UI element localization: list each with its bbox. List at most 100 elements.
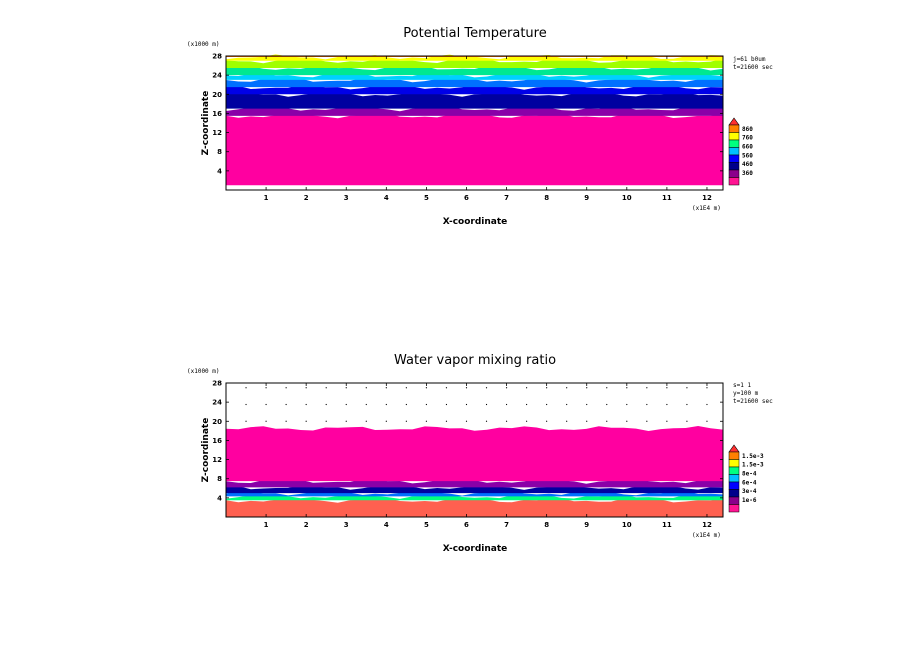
grid-dot bbox=[365, 387, 367, 389]
x-tick-label: 10 bbox=[622, 521, 632, 529]
x-tick-label: 1 bbox=[264, 521, 269, 529]
colorbar-swatch bbox=[728, 474, 740, 483]
grid-dot bbox=[666, 387, 668, 389]
colorbar-swatch bbox=[728, 139, 740, 148]
grid-dot bbox=[546, 403, 548, 406]
grid-dot bbox=[485, 403, 488, 406]
x-tick-label: 5 bbox=[424, 194, 429, 202]
x-tick-label: 6 bbox=[464, 194, 469, 202]
x-tick-label: 9 bbox=[584, 194, 589, 202]
contour-band bbox=[226, 91, 723, 109]
grid-dot bbox=[706, 387, 708, 389]
x-tick-label: 6 bbox=[464, 521, 469, 529]
grid-dot bbox=[566, 420, 568, 422]
grid-dot bbox=[465, 387, 468, 389]
contour-band bbox=[226, 497, 723, 517]
colorbar: 1.5e-31.5e-38e-46e-43e-41e-6 bbox=[728, 444, 764, 513]
colorbar-swatch bbox=[728, 451, 740, 460]
contour-band bbox=[226, 113, 723, 186]
y-tick-label: 8 bbox=[217, 475, 222, 483]
contour-band bbox=[226, 426, 723, 482]
colorbar-label: 460 bbox=[742, 161, 753, 168]
colorbar-swatch bbox=[728, 481, 740, 490]
grid-dot bbox=[245, 403, 247, 406]
grid-dot bbox=[546, 387, 548, 389]
colorbar-swatch bbox=[728, 169, 740, 178]
grid-dot bbox=[345, 420, 347, 422]
grid-dot bbox=[666, 403, 668, 406]
grid-dot bbox=[566, 403, 568, 406]
x-tick-label: 3 bbox=[344, 194, 349, 202]
colorbar-label: 560 bbox=[742, 152, 753, 159]
grid-dot bbox=[365, 403, 367, 406]
grid-dot bbox=[686, 387, 688, 389]
x-tick-label: 3 bbox=[344, 521, 349, 529]
y-tick-labels: 4 8 12 16 20 24 28 bbox=[212, 53, 723, 175]
colorbar-swatch bbox=[728, 466, 740, 475]
colorbar-swatch bbox=[728, 504, 740, 513]
grid-dot bbox=[285, 387, 287, 389]
grid-dot bbox=[526, 403, 528, 406]
grid-dots bbox=[245, 387, 708, 422]
grid-dot bbox=[626, 403, 628, 406]
grid-dot bbox=[245, 387, 247, 389]
contour-band bbox=[226, 58, 723, 68]
grid-dot bbox=[385, 403, 387, 406]
grid-dot bbox=[666, 420, 668, 422]
x-axis-label: X-coordinate bbox=[443, 544, 508, 554]
grid-dot bbox=[505, 387, 508, 389]
y-tick-label: 20 bbox=[212, 91, 222, 99]
colorbar-swatch bbox=[728, 147, 740, 156]
grid-dot bbox=[586, 403, 588, 406]
y-tick-label: 24 bbox=[212, 72, 222, 80]
plot-frame bbox=[225, 55, 724, 191]
colorbar-swatch bbox=[728, 124, 740, 133]
x-tick-label: 11 bbox=[662, 194, 672, 202]
grid-dot bbox=[686, 420, 688, 422]
contour-fill bbox=[226, 426, 723, 517]
x-tick-label: 2 bbox=[304, 521, 309, 529]
y-tick-label: 12 bbox=[212, 456, 222, 464]
chart-title: Water vapor mixing ratio bbox=[394, 353, 556, 368]
grid-dot bbox=[505, 420, 508, 422]
grid-dot bbox=[425, 403, 428, 406]
contour-band bbox=[226, 484, 723, 494]
grid-dot bbox=[265, 420, 267, 422]
y-axis-label: Z-coordinate bbox=[201, 91, 211, 156]
grid-dot bbox=[686, 403, 688, 406]
grid-dot bbox=[626, 387, 628, 389]
grid-dot bbox=[646, 403, 648, 406]
colorbar-label: 1.5e-3 bbox=[742, 453, 764, 460]
grid-dot bbox=[425, 387, 428, 389]
annotation-line-1: s=1 1 bbox=[733, 382, 751, 389]
y-axis-label: Z-coordinate bbox=[201, 418, 211, 483]
grid-dot bbox=[385, 387, 387, 389]
grid-dot bbox=[706, 403, 708, 406]
x-tick-labels: 1 2 3 4 5 6 7 8 9 10 11 12 bbox=[264, 56, 712, 202]
colorbar-label: 360 bbox=[742, 170, 753, 177]
x-tick-label: 8 bbox=[544, 521, 549, 529]
chart-title: Potential Temperature bbox=[403, 26, 546, 41]
grid-dot bbox=[606, 420, 608, 422]
grid-dot bbox=[285, 403, 287, 406]
y-tick-label: 28 bbox=[212, 380, 222, 388]
grid-dot bbox=[526, 420, 528, 422]
x-tick-label: 7 bbox=[504, 521, 509, 529]
grid-dot bbox=[485, 387, 488, 389]
colorbar-swatch bbox=[728, 132, 740, 141]
x-unit-label: (x1E4 m) bbox=[692, 205, 721, 212]
annotation-line-2: y=100 m bbox=[733, 390, 759, 397]
y-tick-label: 8 bbox=[217, 148, 222, 156]
plot-frame bbox=[225, 382, 724, 518]
x-tick-labels: 1 2 3 4 5 6 7 8 9 10 11 12 bbox=[264, 383, 712, 529]
annotation-line-3: t=21600 sec bbox=[733, 398, 773, 405]
contour-band bbox=[226, 478, 723, 488]
colorbar-label: 1e-6 bbox=[742, 497, 757, 504]
grid-dot bbox=[325, 403, 327, 406]
contour-band bbox=[226, 77, 723, 88]
grid-dot bbox=[265, 403, 267, 406]
grid-dot bbox=[305, 420, 307, 422]
